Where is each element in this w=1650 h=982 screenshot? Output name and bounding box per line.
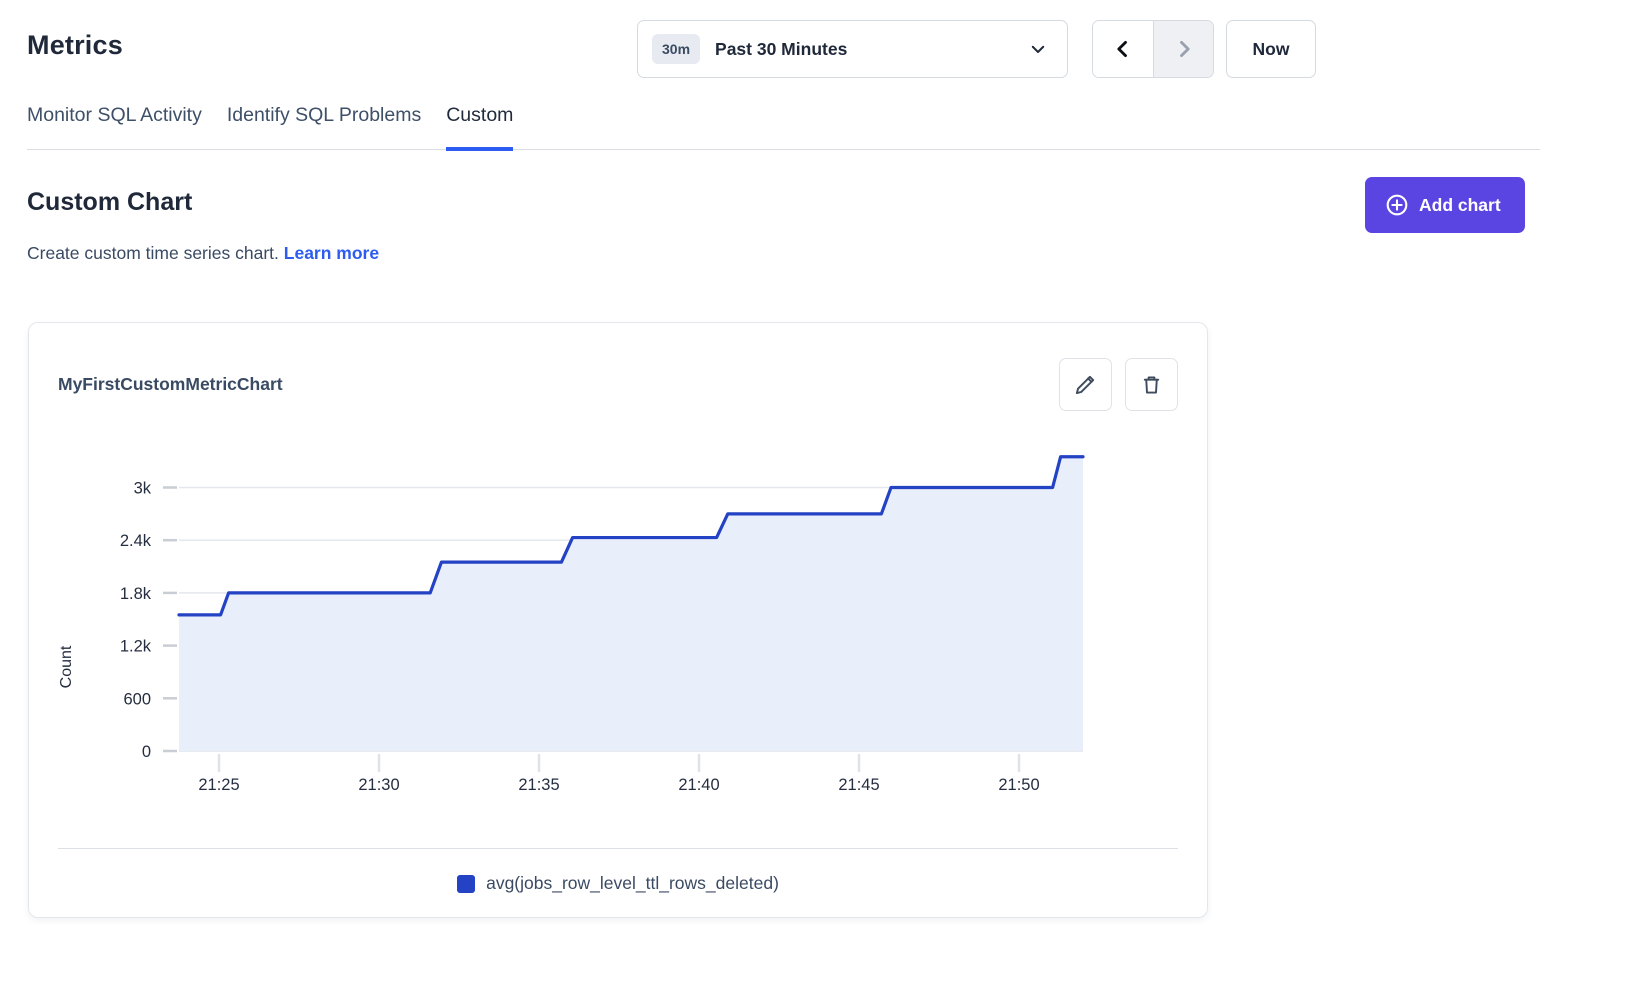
legend-series-name[interactable]: avg(jobs_row_level_ttl_rows_deleted) [486, 873, 779, 894]
add-chart-button[interactable]: Add chart [1365, 177, 1525, 233]
previous-interval-button[interactable] [1093, 21, 1153, 77]
custom-chart-card: MyFirstCustomMetricChart Count 0 600 1.2k 1… [28, 322, 1208, 918]
trash-icon [1140, 373, 1163, 396]
svg-text:600: 600 [123, 690, 151, 708]
chart-legend: avg(jobs_row_level_ttl_rows_deleted) [29, 873, 1207, 894]
svg-text:21:30: 21:30 [358, 776, 399, 794]
page-title: Metrics [27, 30, 123, 61]
chart-title: MyFirstCustomMetricChart [58, 374, 1059, 395]
section-subtitle: Create custom time series chart. Learn m… [27, 243, 379, 264]
chevron-down-icon [1029, 40, 1047, 58]
timeseries-chart: 0 600 1.2k 1.8k 2.4k 3k 21:25 21:30 21:35 21:40 21… [29, 424, 1209, 796]
svg-text:1.2k: 1.2k [120, 638, 152, 656]
svg-text:21:35: 21:35 [518, 776, 559, 794]
tab-custom[interactable]: Custom [446, 100, 513, 151]
y-axis-label: Count [58, 607, 76, 727]
legend-divider [58, 848, 1178, 849]
pencil-icon [1074, 373, 1097, 396]
add-chart-label: Add chart [1419, 195, 1501, 216]
svg-text:21:40: 21:40 [678, 776, 719, 794]
edit-chart-button[interactable] [1059, 358, 1112, 411]
section-subtitle-text: Create custom time series chart. [27, 243, 279, 263]
delete-chart-button[interactable] [1125, 358, 1178, 411]
svg-text:21:25: 21:25 [198, 776, 239, 794]
svg-text:21:45: 21:45 [838, 776, 879, 794]
time-range-label: Past 30 Minutes [715, 39, 1029, 60]
metrics-page: Metrics 30m Past 30 Minutes Now Monitor … [0, 0, 1650, 982]
chart-plot-area[interactable]: Count 0 600 1.2k 1.8k 2.4k 3k 21:25 21:30 21:35 2… [29, 424, 1209, 796]
chevron-right-icon [1174, 37, 1194, 61]
section-title: Custom Chart [27, 188, 192, 217]
svg-text:21:50: 21:50 [998, 776, 1039, 794]
time-range-badge: 30m [652, 34, 700, 64]
now-button[interactable]: Now [1226, 20, 1316, 78]
tab-identify-sql-problems[interactable]: Identify SQL Problems [227, 100, 421, 151]
legend-swatch[interactable] [457, 875, 475, 893]
svg-text:2.4k: 2.4k [120, 532, 152, 550]
svg-text:3k: 3k [134, 480, 152, 498]
time-nav-group [1092, 20, 1214, 78]
time-range-dropdown[interactable]: 30m Past 30 Minutes [637, 20, 1068, 78]
tab-bar: Monitor SQL Activity Identify SQL Proble… [27, 100, 1540, 150]
svg-text:1.8k: 1.8k [120, 585, 152, 603]
chart-card-header: MyFirstCustomMetricChart [58, 358, 1178, 411]
chevron-left-icon [1113, 37, 1133, 61]
svg-text:0: 0 [142, 743, 151, 761]
plus-circle-icon [1385, 193, 1409, 217]
next-interval-button[interactable] [1153, 21, 1213, 77]
tab-monitor-sql-activity[interactable]: Monitor SQL Activity [27, 100, 202, 151]
learn-more-link[interactable]: Learn more [284, 243, 379, 263]
